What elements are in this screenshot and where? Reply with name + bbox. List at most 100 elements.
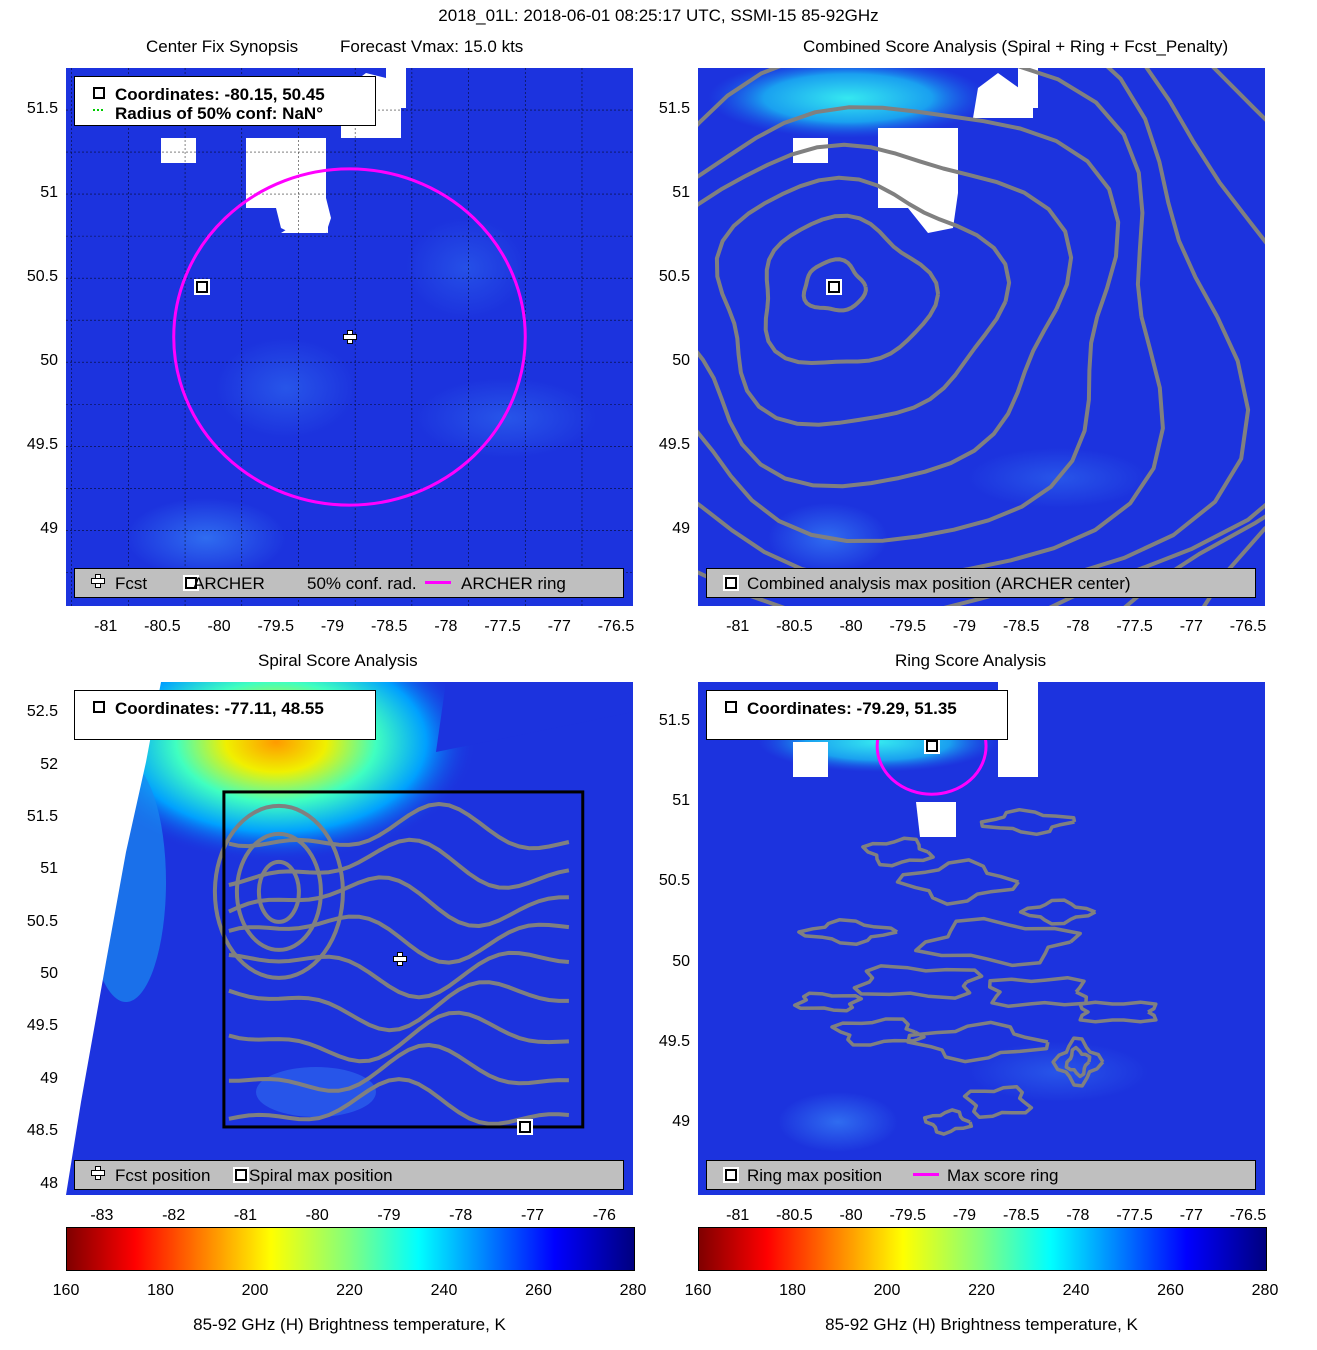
spiral-legend-icon [235,1169,247,1181]
ring-contour [852,964,984,1000]
x-tick-label: -78.5 [1002,1207,1040,1224]
x-tick-label: -77 [1179,1207,1203,1224]
x-tick-label: -79 [377,1207,401,1224]
ring-contour [987,975,1089,1009]
ring-contour [979,807,1077,837]
x-tick-label: -79 [952,1207,977,1224]
y-tick-label: 51.5 [26,808,58,826]
spiral-max-marker [518,1120,531,1133]
y-tick-label: 51 [672,184,690,202]
p3-legend: Fcst position Spiral max position [74,1160,624,1190]
combined-max-legend-icon [725,577,737,589]
x-tick-label: -81 [233,1207,257,1224]
ring-contour [1018,898,1097,926]
forecast-marker [392,952,407,967]
spiral-contour [228,1077,570,1126]
spiral-contour [228,1043,569,1093]
y-tick-label: 50 [672,952,690,970]
x-tick-label: -78 [1066,1207,1090,1224]
panel2-map: Combined analysis max position (ARCHER c… [698,68,1265,606]
colorbar-tick-label: 220 [968,1282,995,1299]
spiral-contour [212,803,345,980]
colorbar-tick-label: 180 [147,1282,174,1299]
y-tick-label: 48.5 [26,1122,58,1140]
y-tick-label: 49.5 [658,436,690,454]
spiral-contour [228,980,569,1033]
y-tick-label: 50.5 [658,268,690,286]
ring-contour [861,836,935,868]
p1-legend-conf: 50% conf. rad. [307,574,417,593]
colorbar-tick-label: 260 [1157,1282,1184,1299]
x-tick-label: -80.5 [776,618,813,635]
ring-contour [1051,1036,1105,1088]
spiral-contour [228,837,570,890]
y-tick-label: 52.5 [26,703,58,721]
x-tick-label: -80 [839,618,863,635]
ring-contour [906,1020,1050,1064]
y-tick-label: 51 [40,184,58,202]
y-tick-label: 50 [40,352,58,370]
x-tick-label: -76.5 [597,618,635,635]
y-tick-label: 50 [40,965,58,983]
x-tick-label: -77.5 [484,618,521,635]
x-tick-label: -80 [305,1207,329,1224]
colorbar-tick-label: 260 [525,1282,552,1299]
colorbar-right-label: 85-92 GHz (H) Brightness temperature, K [825,1315,1138,1334]
ring-contour [914,916,1082,968]
p1-legend-archer: ARCHER [193,574,265,593]
y-tick-label: 51.5 [658,100,690,118]
p3-info-box: Coordinates: -77.11, 48.55 [74,690,376,740]
panel3-svg [66,682,633,1195]
p4-legend-ring: Max score ring [947,1166,1059,1185]
archer-marker [196,280,209,293]
ring-contour [922,1108,974,1136]
forecast-marker [342,330,357,344]
colorbar-tick-label: 180 [779,1282,806,1299]
x-tick-label: -77.5 [1116,1207,1153,1224]
x-tick-label: -77 [547,618,571,635]
p2-legend-label: Combined analysis max position (ARCHER c… [747,574,1131,593]
x-tick-label: -77 [1179,618,1203,635]
panel1-svg [66,68,633,606]
y-tick-label: 50.5 [658,872,690,890]
max-score-ring-legend-icon [913,1173,939,1176]
x-tick-label: -81 [94,618,118,635]
ring-legend-icon [425,581,451,584]
archer-legend-icon [185,577,197,589]
x-tick-label: -80.5 [776,1207,813,1224]
y-tick-label: 49 [40,1069,58,1087]
p3-legend-fcst: Fcst position [115,1166,211,1185]
y-tick-label: 49 [672,1112,690,1130]
x-tick-label: -79.5 [889,1207,927,1224]
x-tick-label: -80.5 [144,618,181,635]
x-tick-label: -83 [90,1207,114,1224]
x-tick-label: -77 [520,1207,545,1224]
p3-legend-spiral: Spiral max position [249,1166,393,1185]
p2-title: Combined Score Analysis (Spiral + Ring +… [803,37,1229,56]
panel1-map: Coordinates: -80.15, 50.45 Radius of 50%… [66,68,633,606]
colorbar-tick-label: 220 [336,1282,363,1299]
score-contour [801,257,868,313]
y-tick-label: 50 [672,352,690,370]
x-tick-label: -78 [434,618,458,635]
y-tick-label: 49.5 [658,1032,690,1050]
ring-contour [797,918,899,946]
x-tick-label: -80 [839,1207,863,1224]
colorbar-tick-label: 200 [873,1282,901,1299]
colorbar-tick-label: 240 [430,1282,458,1299]
spiral-contour [234,831,323,952]
spiral-legend-icon [93,701,105,713]
score-contour [714,175,1012,427]
y-tick-label: 50.5 [26,268,58,286]
p1-legend-fcst: Fcst [115,574,148,593]
score-contour [763,213,941,365]
spiral-contour [228,914,570,965]
ring-contour [962,1085,1034,1119]
p2-legend: Combined analysis max position (ARCHER c… [706,568,1256,598]
colorbar-tick-label: 240 [1062,1282,1090,1299]
y-tick-label: 52 [40,755,58,773]
y-tick-label: 49.5 [26,1017,58,1035]
p1-radius: Radius of 50% conf: NaN° [115,104,323,123]
score-contour [1048,68,1265,606]
x-tick-label: -77.5 [1116,618,1153,635]
